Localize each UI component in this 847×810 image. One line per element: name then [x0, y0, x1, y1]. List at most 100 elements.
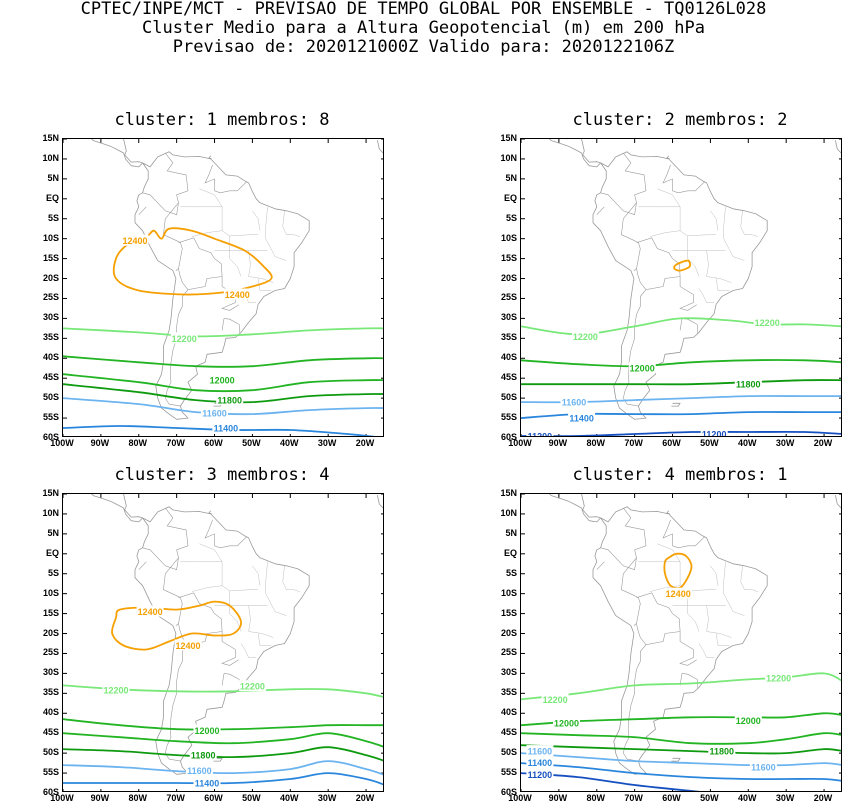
contour-11800 [63, 383, 383, 404]
contour-11400 [63, 772, 383, 786]
contour-label: 11200 [528, 770, 553, 780]
country-border [223, 318, 241, 334]
contour-label-bg [223, 288, 251, 300]
country-border [679, 318, 683, 331]
contour-label-bg [212, 422, 240, 433]
figure-header: CPTEC/INPE/MCT - PREVISAO DE TEMPO GLOBA… [0, 0, 847, 57]
contour-11800 [521, 379, 841, 386]
coastlines [91, 494, 383, 775]
geopotential-contours [63, 227, 383, 436]
contour-label-bg [571, 330, 599, 342]
africa-coast [377, 495, 383, 509]
contour-label: 11800 [217, 396, 242, 406]
contour-12400 [111, 600, 242, 651]
state-border [229, 235, 242, 277]
map-panel-cluster-1: cluster: 1 membros: 8 15N 10N 5N EQ 5S 10S 15S… [22, 110, 422, 455]
lat-tick-label: 15S [500, 607, 517, 618]
contour-label: 11800 [191, 751, 216, 761]
contour-label: 12000 [210, 376, 235, 386]
contour-label: 12400 [138, 607, 163, 617]
country-border [621, 557, 641, 626]
lat-tick-label: 20S [500, 627, 517, 638]
country-border [679, 276, 697, 311]
state-border [740, 565, 758, 592]
lat-tick-label: 10S [500, 232, 517, 243]
lat-tick-label: 15N [42, 488, 59, 498]
contour-label-bg [136, 605, 164, 617]
contour-label-bg [121, 234, 149, 246]
state-borders [180, 188, 300, 303]
lat-tick-label: 45S [500, 727, 517, 738]
state-border [191, 230, 259, 237]
contour-label: 11800 [736, 380, 761, 390]
lat-tick-label: 10N [42, 152, 59, 163]
lat-tick-label: 5N [47, 172, 59, 183]
contour-11800 [63, 746, 383, 762]
contour-label: 12200 [543, 695, 568, 705]
lon-tick-label: 40W [738, 438, 757, 448]
island-coast [671, 402, 681, 407]
lon-tick-label: 90W [90, 793, 110, 803]
contour-11200 [521, 430, 841, 436]
contour-label-bg [753, 316, 781, 328]
lon-tick-label: 80W [128, 438, 147, 448]
country-borders [596, 507, 705, 762]
south-america-coast [592, 506, 768, 775]
contour-11600 [63, 760, 383, 776]
country-border [600, 507, 647, 571]
lat-tick-label: 45S [42, 372, 59, 383]
contour-label: 11400 [195, 779, 220, 789]
contour-label: 11600 [751, 763, 776, 773]
lon-tick-label: 30W [317, 793, 337, 803]
contour-label: 11400 [569, 414, 594, 424]
header-subtitle: Cluster Medio para a Altura Geopotencial… [142, 18, 705, 38]
contour-label-bg [553, 717, 580, 729]
state-border [715, 633, 730, 646]
lat-tick-label: 15N [500, 488, 517, 498]
lat-tick-label: 30S [500, 667, 517, 678]
contour-label-bg [560, 396, 588, 408]
lat-tick-label: 10S [42, 587, 59, 598]
lat-tick-label: 35S [42, 687, 59, 698]
island-coast [213, 757, 223, 762]
lat-tick-label: 60S [42, 787, 59, 797]
contour-11200 [521, 772, 700, 791]
contour-label-bg [526, 745, 554, 757]
lat-tick-label: 25S [500, 647, 517, 658]
country-border [679, 631, 697, 666]
contour-label: 12000 [194, 726, 219, 736]
country-border [221, 318, 225, 331]
contour-label-bg [628, 362, 656, 374]
lat-tick-label: 30S [500, 312, 517, 323]
lat-tick-label: 40S [42, 707, 59, 718]
lon-tick-label: 90W [548, 793, 568, 803]
lon-tick-label: 60W [204, 438, 223, 448]
contour-label: 12000 [736, 716, 761, 726]
lat-tick-label: 5N [47, 527, 59, 538]
lat-tick-label: 5N [505, 527, 517, 538]
contour-label-bg [174, 639, 202, 651]
central-america-coast [91, 494, 143, 523]
central-america-coast [549, 139, 601, 168]
lat-tick-label: EQ [503, 547, 517, 558]
island-coast [666, 155, 670, 159]
lat-tick-label: 5S [505, 212, 517, 223]
lat-tick-label: 35S [500, 687, 517, 698]
lat-tick-label: 10S [500, 587, 517, 598]
lon-tick-label: 20W [813, 793, 833, 803]
contour-12000 [521, 359, 841, 368]
lon-tick-label: 50W [700, 793, 719, 803]
contour-label: 12400 [175, 641, 200, 651]
country-border [681, 318, 699, 334]
map-canvas: 12400 12200 12200 12000 12000 11800 11600 11600… [521, 494, 841, 791]
country-border [621, 202, 641, 271]
country-border [163, 202, 183, 271]
lat-tick-label: 15S [500, 252, 517, 263]
contour-label-bg [749, 761, 777, 773]
map-panel-cluster-2: cluster: 2 membros: 2 15N 10N 5N EQ 5S 10S 15S… [480, 110, 847, 455]
contour-label-bg [102, 684, 130, 696]
contour-label-bg [193, 724, 221, 736]
lat-tick-label: 20S [500, 272, 517, 283]
lat-tick-label: 55S [500, 412, 517, 423]
contour-labels: 12400 12200 12200 12000 12000 11800 11600 11600… [526, 587, 793, 780]
